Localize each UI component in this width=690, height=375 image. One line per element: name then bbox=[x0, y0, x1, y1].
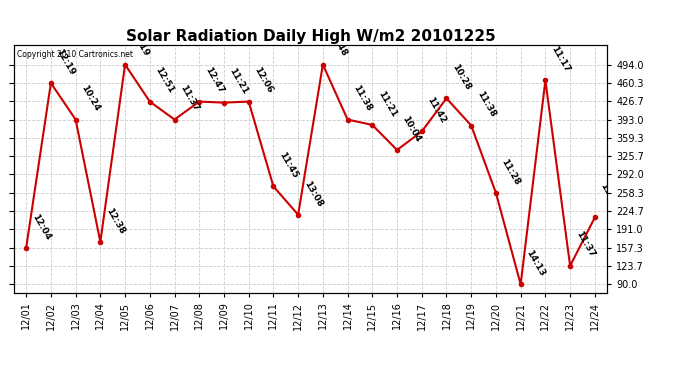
Text: 12:04: 12:04 bbox=[30, 212, 52, 242]
Text: 12:47: 12:47 bbox=[203, 66, 225, 95]
Text: 11:37: 11:37 bbox=[574, 230, 596, 260]
Text: 11:45: 11:45 bbox=[277, 150, 299, 180]
Text: 11:49: 11:49 bbox=[598, 182, 621, 211]
Text: 11:42: 11:42 bbox=[426, 96, 448, 125]
Text: 10:04: 10:04 bbox=[401, 114, 423, 144]
Text: 11:21: 11:21 bbox=[228, 67, 250, 96]
Text: Copyright 2010 Cartronics.net: Copyright 2010 Cartronics.net bbox=[17, 50, 132, 59]
Text: 11:17: 11:17 bbox=[549, 44, 571, 74]
Text: 11:38: 11:38 bbox=[475, 90, 497, 119]
Text: 10:28: 10:28 bbox=[450, 63, 472, 92]
Text: 12:51: 12:51 bbox=[153, 66, 175, 95]
Text: 12:19: 12:19 bbox=[55, 47, 77, 76]
Text: 11:21: 11:21 bbox=[376, 89, 398, 118]
Text: 11:48: 11:48 bbox=[326, 28, 348, 58]
Text: 11:37: 11:37 bbox=[178, 84, 200, 113]
Title: Solar Radiation Daily High W/m2 20101225: Solar Radiation Daily High W/m2 20101225 bbox=[126, 29, 495, 44]
Text: 12:38: 12:38 bbox=[104, 206, 126, 236]
Text: 11:38: 11:38 bbox=[351, 84, 373, 113]
Text: 13:08: 13:08 bbox=[302, 179, 324, 208]
Text: 12:19: 12:19 bbox=[129, 28, 151, 58]
Text: 12:06: 12:06 bbox=[253, 66, 275, 95]
Text: 11:28: 11:28 bbox=[500, 157, 522, 186]
Text: 14:13: 14:13 bbox=[524, 248, 546, 278]
Text: 10:24: 10:24 bbox=[79, 84, 101, 113]
